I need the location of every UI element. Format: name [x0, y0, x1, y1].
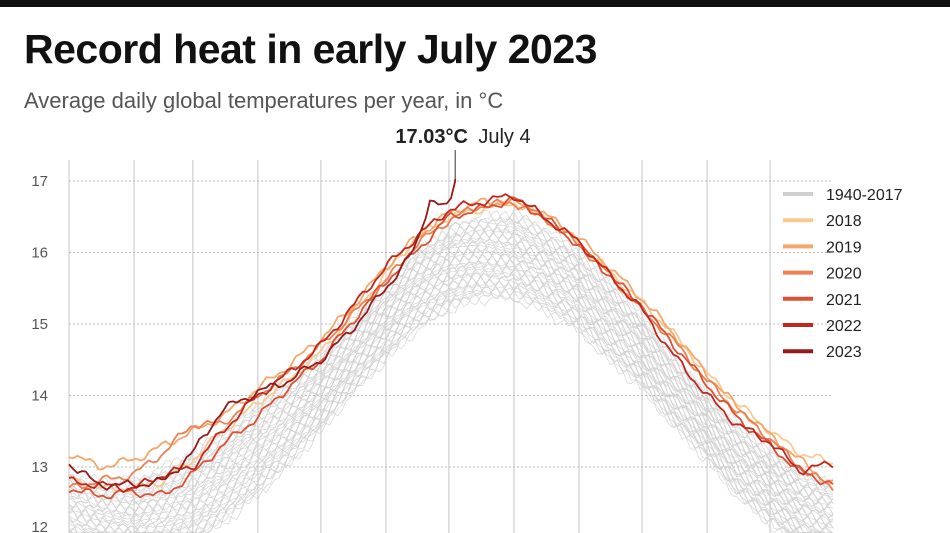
background-year-line — [68, 211, 834, 498]
background-year-line — [68, 237, 834, 521]
background-year-line — [69, 276, 833, 533]
legend-label: 2023 — [826, 344, 862, 361]
background-year-line — [69, 287, 833, 533]
legend-label: 1940-2017 — [826, 187, 903, 204]
legend-label: 2021 — [826, 292, 862, 309]
background-year-line — [69, 269, 834, 533]
background-year-line — [68, 208, 834, 488]
y-tick-label: 17 — [31, 173, 48, 190]
series-lines — [68, 178, 834, 500]
y-axis: 17 16 15 14 13 12 — [31, 173, 48, 533]
legend-label: 2022 — [826, 318, 862, 335]
y-tick-label: 14 — [31, 388, 48, 405]
legend-label: 2020 — [826, 266, 862, 283]
background-year-line — [68, 232, 834, 516]
series-line-2019 — [68, 197, 834, 484]
series-line-2023 — [68, 178, 457, 491]
y-tick-label: 13 — [31, 459, 48, 476]
background-year-line — [68, 256, 834, 533]
y-tick-label: 16 — [31, 245, 48, 262]
background-year-line — [69, 284, 833, 533]
background-year-line — [68, 243, 834, 527]
background-year-line — [69, 274, 833, 533]
annotation-value: 17.03°C — [395, 126, 468, 148]
annotation: 17.03°C July 4 — [395, 126, 531, 179]
annotation-label: 17.03°C July 4 — [395, 126, 530, 148]
background-year-line — [68, 234, 834, 518]
chart-title: Record heat in early July 2023 — [24, 26, 597, 72]
background-year-line — [68, 242, 834, 524]
annotation-date: July 4 — [478, 126, 530, 148]
series-line-2022 — [68, 193, 834, 494]
legend: 1940-2017 2018 2019 2020 2021 2022 2023 — [783, 187, 903, 361]
series-line-2020 — [68, 198, 834, 492]
top-bar — [0, 0, 950, 7]
background-year-line — [68, 251, 834, 533]
legend-label: 2019 — [826, 239, 862, 256]
background-year-line — [68, 264, 833, 533]
chart-subtitle: Average daily global temperatures per ye… — [24, 88, 504, 113]
background-year-line — [68, 266, 834, 533]
legend-label: 2018 — [826, 213, 862, 230]
background-year-line — [69, 281, 833, 533]
background-year-line — [68, 230, 834, 513]
background-year-line — [68, 253, 834, 533]
background-year-line — [68, 210, 834, 494]
y-tick-label: 12 — [31, 519, 48, 533]
background-year-line — [69, 289, 833, 533]
y-tick-label: 15 — [31, 316, 48, 333]
series-line-2021 — [68, 196, 834, 500]
background-year-line — [68, 255, 834, 533]
background-year-line — [69, 276, 833, 533]
background-year-line — [68, 228, 834, 512]
